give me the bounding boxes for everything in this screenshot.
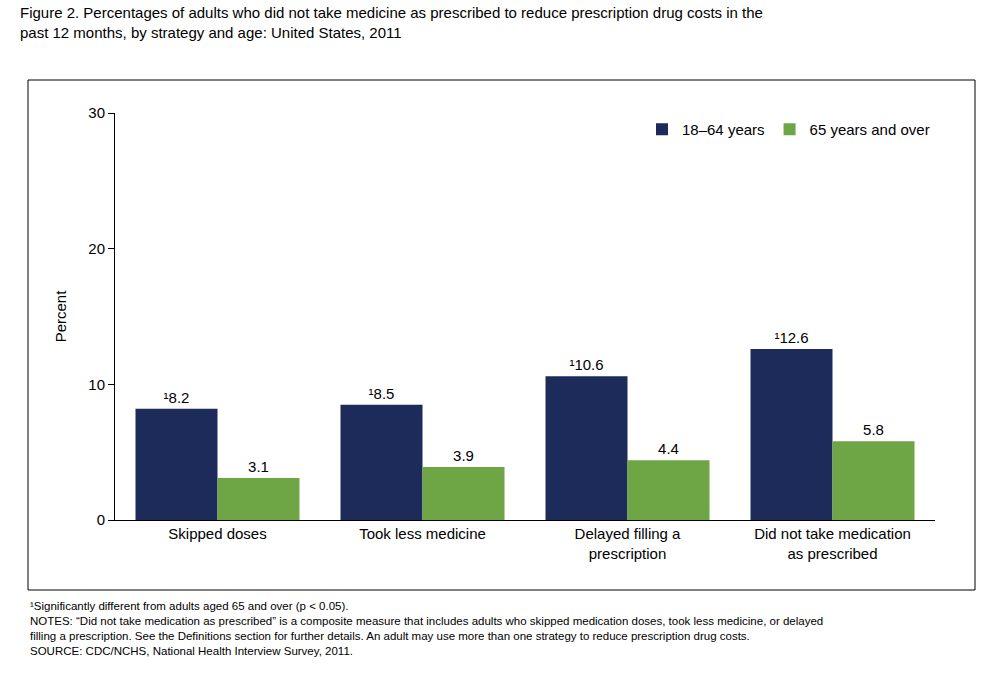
svg-text:30: 30 xyxy=(88,104,105,121)
svg-text:0: 0 xyxy=(97,511,105,528)
svg-text:Figure 2. Percentages of adult: Figure 2. Percentages of adults who did … xyxy=(20,4,763,41)
svg-text:10: 10 xyxy=(88,376,105,393)
svg-text:¹10.6: ¹10.6 xyxy=(569,356,603,373)
svg-text:¹8.5: ¹8.5 xyxy=(369,385,395,402)
svg-text:3.1: 3.1 xyxy=(248,458,269,475)
svg-text:¹12.6: ¹12.6 xyxy=(774,329,808,346)
svg-text:18–64 years: 18–64 years xyxy=(682,121,765,138)
svg-text:Took less medicine: Took less medicine xyxy=(359,525,486,542)
svg-text:Delayed filling aprescription: Delayed filling aprescription xyxy=(575,525,682,562)
svg-text:65 years and over: 65 years and over xyxy=(810,121,930,138)
svg-text:20: 20 xyxy=(88,240,105,257)
svg-text:5.8: 5.8 xyxy=(863,421,884,438)
svg-text:Percent: Percent xyxy=(52,290,69,343)
svg-text:3.9: 3.9 xyxy=(453,447,474,464)
svg-text:4.4: 4.4 xyxy=(658,440,679,457)
svg-text:Did not take medicationas pres: Did not take medicationas prescribed xyxy=(754,525,911,562)
svg-text:Skipped doses: Skipped doses xyxy=(168,525,266,542)
svg-text:¹Significantly different from: ¹Significantly different from adults age… xyxy=(30,600,823,657)
svg-text:¹8.2: ¹8.2 xyxy=(164,389,190,406)
